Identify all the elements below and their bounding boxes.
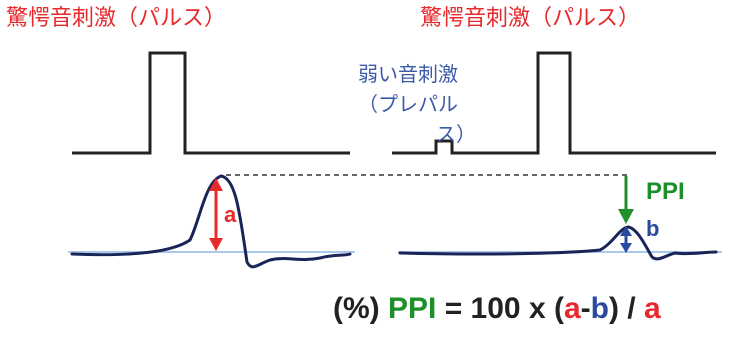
- amplitude-a-arrowhead-down: [209, 238, 223, 251]
- formula-close: ) /: [608, 292, 636, 325]
- formula-a: a: [563, 292, 581, 325]
- prepulse-and-pulse-trace-right: [392, 51, 716, 155]
- startle-response-trace-left: [70, 174, 352, 269]
- amplitude-b-arrowhead-up: [620, 226, 632, 236]
- startle-pulse-trace-left: [72, 51, 350, 155]
- amplitude-a-label: a: [224, 202, 237, 227]
- formula-minus: -: [580, 292, 591, 325]
- amplitude-a-arrowhead-up: [209, 178, 223, 191]
- formula-percent: (%): [333, 292, 380, 325]
- amplitude-b-arrowhead-down: [620, 243, 632, 253]
- formula-a-denominator: a: [644, 292, 661, 325]
- ppi-label: PPI: [646, 178, 685, 205]
- prepulse-label-line2: （プレパル: [358, 92, 458, 116]
- startle-stimulus-label-right: 驚愕音刺激（パルス）: [420, 6, 641, 31]
- formula-equals: = 100 x (: [444, 292, 564, 325]
- amplitude-b-label: b: [646, 216, 660, 241]
- ppi-arrowhead: [618, 209, 634, 224]
- formula-b: b: [590, 292, 609, 325]
- ppi-formula: (%) PPI = 100 x (a-b) / a: [333, 294, 661, 324]
- startle-stimulus-label-left: 驚愕音刺激（パルス）: [6, 6, 227, 31]
- prepulse-label-line3: ス）: [436, 122, 476, 146]
- prepulse-label-line1: 弱い音刺激: [358, 62, 458, 86]
- inhibited-response-trace-right: [398, 225, 718, 261]
- formula-ppi: PPI: [388, 292, 437, 325]
